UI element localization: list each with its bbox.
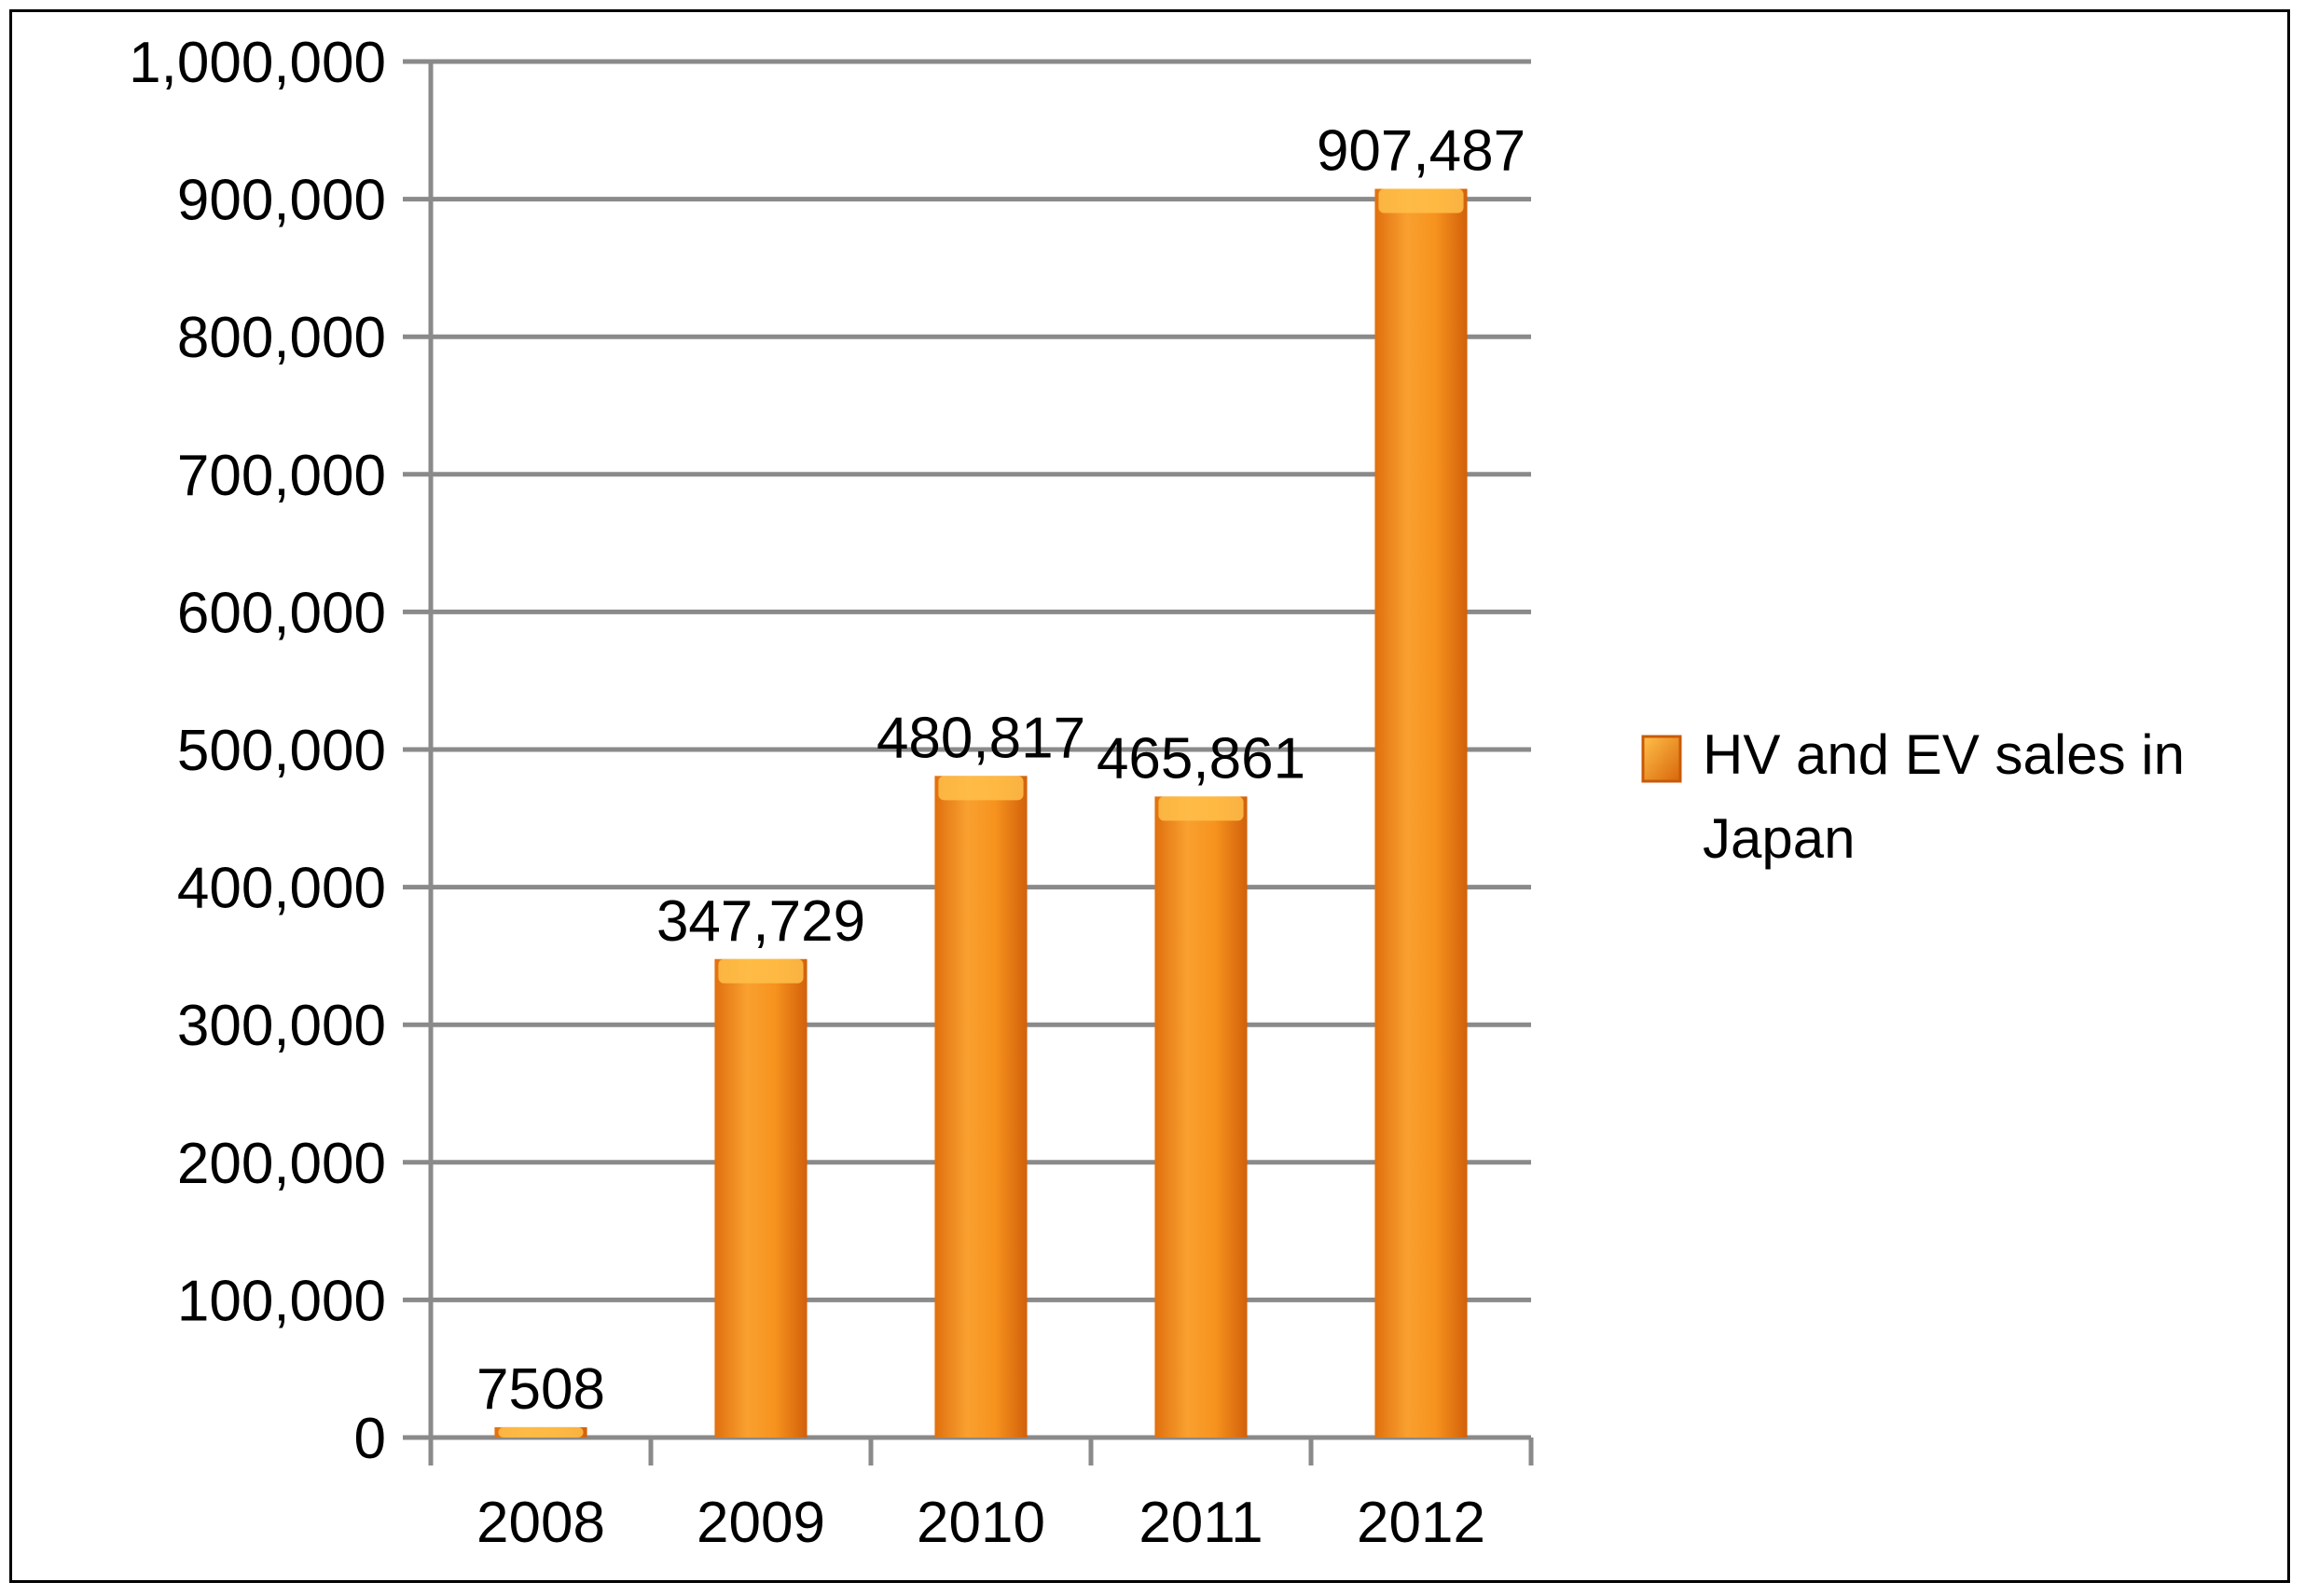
bar-highlight bbox=[1378, 188, 1464, 213]
y-tick-label: 500,000 bbox=[177, 719, 386, 783]
y-tick-label: 300,000 bbox=[177, 994, 386, 1058]
data-label: 347,729 bbox=[656, 889, 865, 954]
bar-highlight bbox=[938, 776, 1024, 801]
bar-2012 bbox=[1374, 188, 1468, 1438]
bar-2009 bbox=[714, 958, 807, 1438]
y-tick-label: 700,000 bbox=[177, 444, 386, 508]
bar-highlight bbox=[498, 1426, 584, 1438]
chart-frame bbox=[9, 9, 2290, 1583]
legend-label: Japan bbox=[1703, 807, 1855, 870]
x-tick-label: 2010 bbox=[917, 1491, 1045, 1555]
x-tick-label: 2009 bbox=[697, 1491, 825, 1555]
data-label: 480,817 bbox=[876, 706, 1085, 770]
data-label: 907,487 bbox=[1317, 119, 1525, 184]
bar-2010 bbox=[934, 776, 1028, 1438]
y-tick-label: 600,000 bbox=[177, 581, 386, 645]
y-tick-label: 200,000 bbox=[177, 1132, 386, 1196]
y-tick-label: 100,000 bbox=[177, 1269, 386, 1333]
legend-swatch bbox=[1641, 735, 1682, 783]
y-tick-label: 900,000 bbox=[177, 169, 386, 233]
data-label: 465,861 bbox=[1097, 726, 1305, 791]
data-label: 7508 bbox=[476, 1357, 605, 1422]
bar-highlight bbox=[718, 958, 804, 984]
labels: 0 100,000 200,000 300,000 400,000 500,000 600,… bbox=[129, 31, 1525, 1555]
y-tick-label: 0 bbox=[354, 1407, 386, 1471]
x-tick-label: 2011 bbox=[1139, 1491, 1263, 1555]
x-tick-label: 2012 bbox=[1357, 1491, 1485, 1555]
x-tick-label: 2008 bbox=[476, 1491, 605, 1555]
bar-highlight bbox=[1158, 796, 1244, 821]
bar-2011 bbox=[1154, 796, 1248, 1438]
legend: HV and EV sales in Japan bbox=[1641, 723, 2185, 870]
bars bbox=[494, 188, 1468, 1438]
y-tick-label: 800,000 bbox=[177, 306, 386, 370]
legend-label: HV and EV sales in bbox=[1703, 723, 2185, 786]
y-tick-label: 400,000 bbox=[177, 857, 386, 921]
y-tick-label: 1,000,000 bbox=[129, 31, 386, 95]
